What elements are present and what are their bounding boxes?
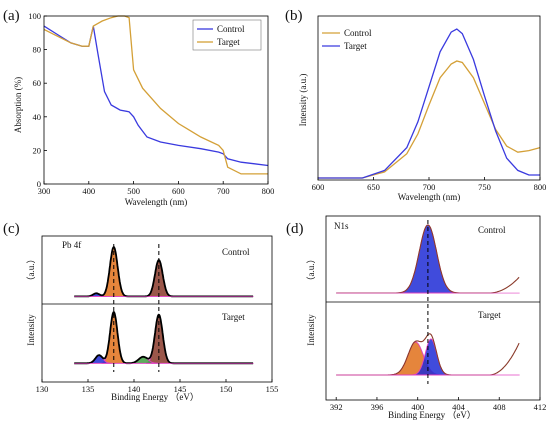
panel-d-element: N1s [334, 221, 349, 231]
panel-d-ylabel-units: （a.u.） [306, 255, 316, 286]
panel-b-xlabel: Wavelength (nm) [398, 192, 461, 202]
panel-c-xtick-label-3: 145 [174, 384, 187, 394]
panel-b-series [318, 28, 541, 179]
panel-d-ylabel: Intensity [306, 314, 316, 346]
panel-c-element: Pb 4f [62, 240, 81, 250]
panel-c-xlabel: Binding Energy （eV） [111, 392, 199, 402]
panel-a-ytick-label-1: 20 [33, 145, 42, 155]
panel-c-xtick-label-4: 150 [220, 384, 233, 394]
panel-b-ylabel: Intensity (a.u.) [298, 74, 308, 127]
panel-label-d: (d) [286, 221, 304, 237]
panel-a-xtick-label-5: 800 [262, 186, 275, 196]
panel-d: (d) Intensity （a.u.） Binding Energy （eV）… [286, 215, 547, 420]
panel-a-ytick-label-4: 80 [33, 45, 42, 55]
panel-b-legend: Control Target [322, 28, 372, 51]
panel-a-ticks: 300 400 500 600 700 800 0 20 40 60 80 100 [28, 11, 274, 196]
panel-b-xtick-label-2: 700 [423, 182, 436, 192]
panel-b-xtick-label-0: 600 [312, 182, 325, 192]
panel-d-ticks: 392 396 400 404 408 412 [330, 397, 547, 412]
panel-c-xtick-label-2: 140 [128, 384, 141, 394]
panel-a-xtick-label-2: 500 [127, 186, 140, 196]
panel-a-xtick-label-4: 700 [217, 186, 230, 196]
panel-d-xtick-label-0: 392 [330, 402, 343, 412]
panel-a-ylabel: Absorption (%) [13, 77, 23, 133]
panel-b-xtick-label-1: 650 [367, 182, 380, 192]
panel-a-ytick-label-5: 100 [28, 11, 41, 21]
panel-a: (a) Absorption (%) Wavelength (nm) 300 40… [3, 8, 274, 207]
panel-a-frame [43, 15, 269, 185]
panel-a-xtick-label-3: 600 [172, 186, 185, 196]
panel-a-ytick-label-0: 0 [37, 179, 41, 189]
panel-b-xtick-label-4: 800 [534, 182, 547, 192]
panel-d-xtick-label-5: 412 [534, 402, 547, 412]
panel-b-xtick-label-3: 750 [478, 182, 491, 192]
panel-b-frame [317, 15, 541, 181]
panel-d-xtick-label-1: 396 [371, 402, 384, 412]
panel-a-series-target [43, 15, 268, 175]
panel-c-control-label: Control [222, 247, 250, 257]
panel-c-ticks: 130 135 140 145 150 155 [36, 379, 279, 394]
panel-c-xtick-label-5: 155 [266, 384, 279, 394]
panel-c-xtick-label-1: 135 [82, 384, 95, 394]
panel-c-plot [74, 244, 254, 372]
panel-a-xtick-label-1: 400 [82, 186, 95, 196]
panel-a-ytick-label-2: 40 [33, 112, 42, 122]
panel-c-target-label: Target [222, 312, 245, 322]
panel-d-xtick-label-2: 400 [411, 402, 424, 412]
panel-d-frame [325, 215, 541, 401]
legend-b-control: Control [344, 28, 372, 38]
panel-c: (c) Intensity （a.u.） Binding Energy （eV）… [3, 221, 278, 402]
legend-a-control: Control [217, 24, 245, 34]
panel-label-c: (c) [3, 221, 20, 237]
panel-b-series-control [318, 60, 541, 179]
legend-a-target: Target [217, 37, 240, 47]
panel-d-xlabel: Binding Energy （eV） [388, 410, 476, 420]
panel-label-a: (a) [3, 8, 20, 24]
panel-c-xtick-label-0: 130 [36, 384, 49, 394]
panel-a-xlabel: Wavelength (nm) [125, 197, 188, 207]
panel-a-legend: Control Target [192, 19, 262, 51]
panel-b: (b) Intensity (a.u.) Wavelength (nm) 600… [285, 8, 546, 202]
panel-d-control-label: Control [478, 225, 506, 235]
panel-c-frame [41, 235, 273, 383]
panel-a-xtick-label-0: 300 [38, 186, 51, 196]
panel-d-xtick-label-3: 404 [452, 402, 466, 412]
panel-label-b: (b) [285, 8, 303, 24]
panel-d-target-label: Target [478, 310, 501, 320]
panel-c-ylabel-units: （a.u.） [26, 255, 36, 286]
panel-d-plot [336, 220, 520, 384]
panel-b-series-target [318, 28, 540, 179]
panel-c-ylabel: Intensity [26, 314, 36, 346]
legend-b-target: Target [344, 41, 367, 51]
panel-b-ticks: 600 650 700 750 800 [312, 177, 547, 192]
panel-a-ytick-label-3: 60 [33, 78, 42, 88]
panel-a-legend-box [192, 19, 262, 51]
panel-a-series [43, 15, 269, 175]
panel-d-xtick-label-4: 408 [493, 402, 506, 412]
